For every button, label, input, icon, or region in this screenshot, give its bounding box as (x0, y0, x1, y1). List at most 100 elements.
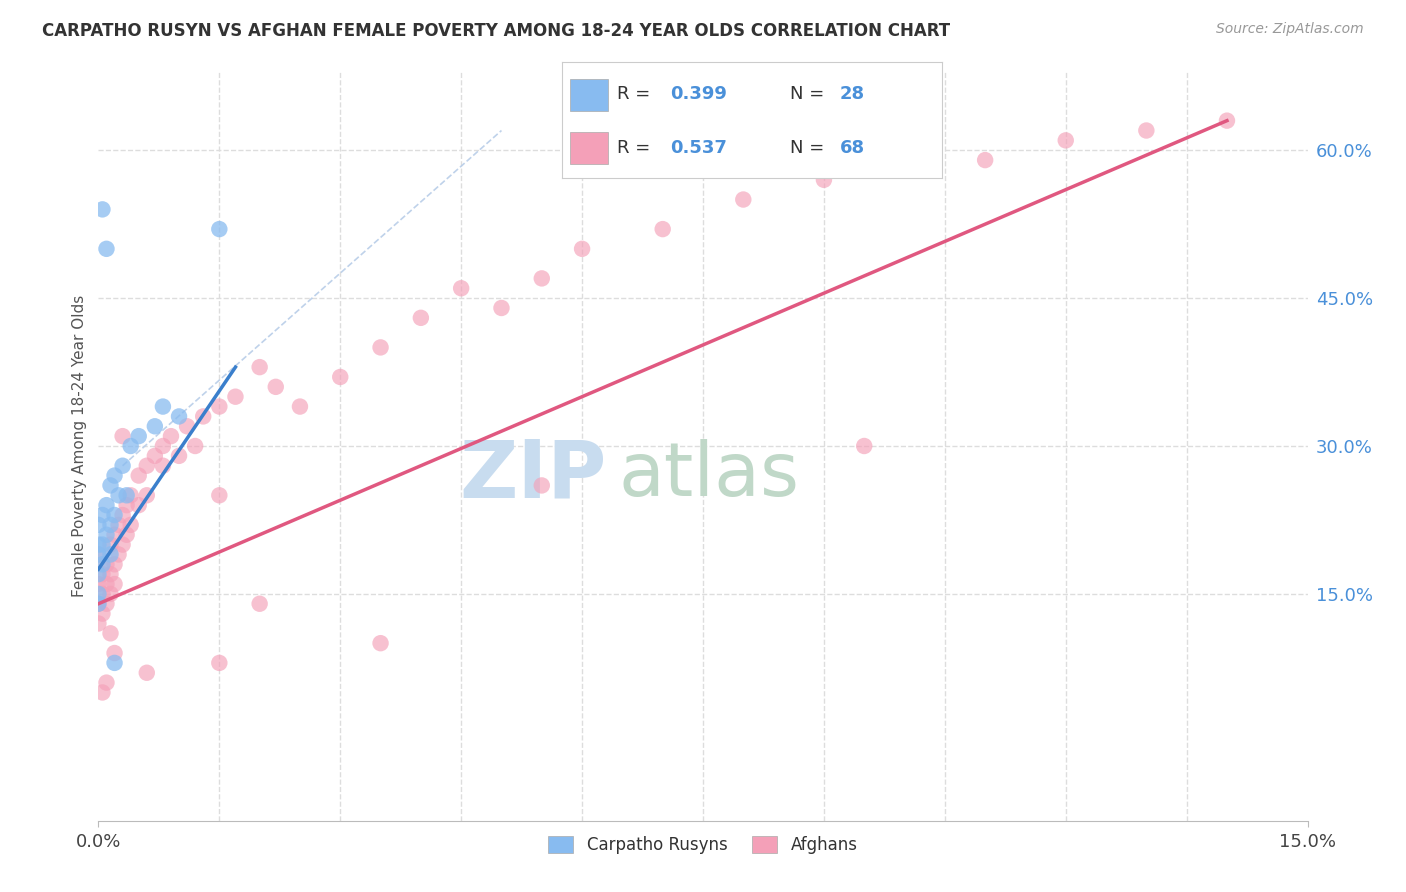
Point (152, 400, 174, 414)
Point (87, 567, 110, 582)
Point (96, 498, 118, 512)
Point (1054, 133, 1077, 147)
Point (96, 577, 118, 591)
Point (530, 271, 553, 285)
Point (853, 439, 876, 453)
Point (91, 202, 114, 217)
Text: N =: N = (790, 86, 830, 103)
Point (100, 626, 122, 640)
Point (409, 310, 432, 325)
Point (288, 400, 311, 414)
Point (91, 508, 114, 522)
Point (128, 498, 150, 512)
Text: 28: 28 (839, 86, 865, 103)
Point (103, 468, 125, 483)
Point (249, 597, 271, 611)
Point (1135, 123, 1157, 137)
Point (87, 548, 110, 562)
Point (135, 665, 157, 680)
Point (96, 675, 118, 690)
Point (224, 390, 246, 404)
Point (208, 656, 231, 670)
Point (208, 222, 231, 236)
Point (103, 656, 125, 670)
Point (96, 242, 118, 256)
Point (96, 558, 118, 572)
Point (167, 449, 190, 463)
Point (91, 607, 114, 621)
Point (111, 429, 134, 443)
Point (87, 616, 110, 631)
Point (491, 301, 513, 315)
Point (152, 439, 174, 453)
Point (135, 458, 157, 473)
Point (87, 597, 110, 611)
Point (974, 153, 997, 167)
Point (100, 538, 122, 552)
Point (370, 340, 392, 354)
Point (96, 527, 118, 541)
Point (107, 517, 129, 532)
Point (893, 163, 915, 178)
Point (264, 380, 287, 394)
Point (128, 468, 150, 483)
Legend: Carpatho Rusyns, Afghans: Carpatho Rusyns, Afghans (541, 830, 865, 861)
Point (120, 439, 142, 453)
Point (370, 636, 392, 650)
Point (100, 517, 122, 532)
Point (813, 173, 835, 187)
Point (103, 577, 125, 591)
Bar (569, 78, 607, 112)
Point (107, 548, 129, 562)
Text: atlas: atlas (619, 440, 800, 513)
Point (100, 587, 122, 601)
Point (208, 400, 231, 414)
Point (329, 370, 352, 384)
Point (208, 488, 231, 502)
Text: R =: R = (617, 138, 657, 157)
Point (450, 281, 472, 295)
Point (100, 478, 122, 492)
Point (160, 429, 183, 443)
Point (135, 488, 157, 502)
Point (107, 488, 129, 502)
Point (120, 517, 142, 532)
Point (152, 458, 174, 473)
Point (167, 409, 190, 424)
Point (91, 685, 114, 699)
Point (115, 488, 138, 502)
Point (184, 439, 207, 453)
Bar (569, 132, 607, 164)
Text: 0.537: 0.537 (671, 138, 727, 157)
Text: R =: R = (617, 86, 657, 103)
Text: Source: ZipAtlas.com: Source: ZipAtlas.com (1216, 22, 1364, 37)
Point (91, 538, 114, 552)
Point (103, 646, 125, 660)
Point (96, 597, 118, 611)
Point (176, 419, 198, 434)
Y-axis label: Female Poverty Among 18-24 Year Olds: Female Poverty Among 18-24 Year Olds (72, 295, 87, 597)
Point (87, 597, 110, 611)
Text: ZIP: ZIP (458, 437, 606, 515)
Point (115, 498, 138, 512)
Point (249, 360, 271, 375)
Point (111, 458, 134, 473)
Point (100, 567, 122, 582)
Point (651, 222, 673, 236)
Point (571, 242, 593, 256)
Text: N =: N = (790, 138, 830, 157)
Point (100, 548, 122, 562)
Point (1216, 113, 1239, 128)
Point (530, 478, 553, 492)
Point (103, 508, 125, 522)
Point (87, 538, 110, 552)
Point (733, 193, 755, 207)
Point (120, 488, 142, 502)
Point (87, 587, 110, 601)
Point (103, 558, 125, 572)
Point (91, 558, 114, 572)
Point (143, 419, 166, 434)
Point (143, 449, 166, 463)
Point (193, 409, 215, 424)
Point (128, 429, 150, 443)
